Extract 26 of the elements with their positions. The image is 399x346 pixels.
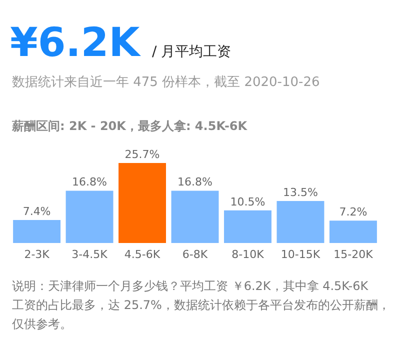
data-label: 16.8%: [178, 176, 212, 189]
chart-subtitle: / 月平均工资: [152, 44, 232, 60]
bar: [66, 190, 114, 243]
bar: [276, 200, 324, 243]
data-label: 25.7%: [124, 148, 160, 161]
data-label: 16.8%: [72, 176, 107, 189]
bar: [171, 190, 219, 243]
x-tick-label: 4.5-6K: [124, 248, 161, 261]
text: 数据统计来自近一年 475 份样本，截至 2020-10-26: [12, 75, 320, 90]
data-label: 7.4%: [22, 204, 51, 218]
bar: [224, 210, 272, 243]
data-label: 13.5%: [283, 186, 318, 199]
text: 薪酬区间: 2K - 20K，最多人拿: 4.5K-6K: [11, 119, 248, 133]
x-tick-label: 10-15K: [280, 248, 321, 261]
x-tick-label: 2-3K: [24, 248, 50, 261]
x-tick-label: 8-10K: [232, 248, 265, 261]
x-tick-label: 3-4.5K: [72, 248, 108, 261]
data-label: 10.5%: [230, 195, 266, 208]
bar: [329, 220, 377, 243]
data-label: 7.2%: [339, 206, 368, 219]
x-tick-label: 6-8K: [182, 248, 208, 261]
bar: [118, 163, 166, 243]
chart-title: ¥6.2K: [10, 20, 142, 66]
bar: [13, 220, 61, 243]
text: 说明：天津律师一个月多少钱？平均工资 ￥6.2K，其中拿 4.5K-6K 工资的占比最多，达 25.7%，数据统计依赖于各平台发布的公开薪酬，仅供参考。: [12, 279, 390, 331]
x-tick-label: 15-20K: [334, 248, 374, 261]
